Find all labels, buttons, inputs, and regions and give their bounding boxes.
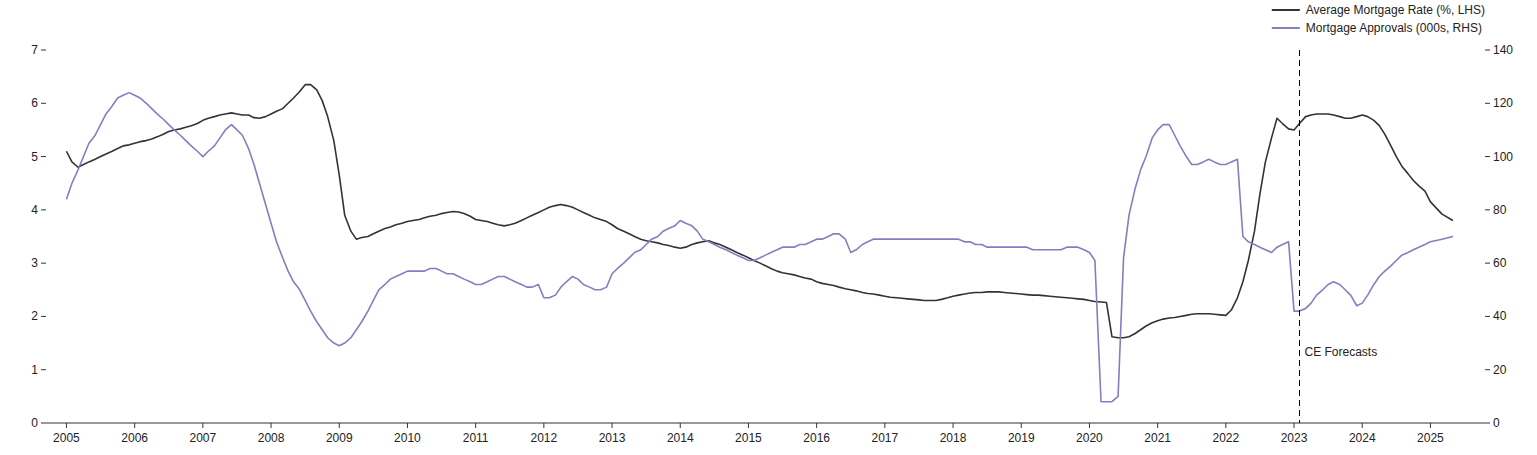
x-tick — [1362, 423, 1363, 428]
y2-tick-label: 140 — [1493, 43, 1513, 57]
y-tick — [41, 209, 46, 210]
y-tick — [41, 103, 46, 104]
x-tick — [953, 423, 954, 428]
y2-tick — [1485, 156, 1490, 157]
y2-tick-label: 80 — [1493, 203, 1507, 217]
x-tick-label: 2007 — [190, 431, 217, 445]
legend: Average Mortgage Rate (%, LHS) Mortgage A… — [1272, 3, 1485, 35]
x-tick — [339, 423, 340, 428]
x-tick-label: 2013 — [599, 431, 626, 445]
forecast-line — [1299, 50, 1300, 423]
x-tick — [202, 423, 203, 428]
x-tick-label: 2012 — [531, 431, 558, 445]
y2-tick-label: 120 — [1493, 96, 1513, 110]
y2-tick — [1485, 209, 1490, 210]
legend-swatch — [1272, 9, 1300, 11]
x-tick-label: 2009 — [326, 431, 353, 445]
x-tick — [543, 423, 544, 428]
x-tick-label: 2024 — [1349, 431, 1376, 445]
x-tick-label: 2017 — [871, 431, 898, 445]
y2-tick-label: 40 — [1493, 309, 1507, 323]
x-tick — [1430, 423, 1431, 428]
x-tick — [1021, 423, 1022, 428]
y-tick — [41, 423, 46, 424]
y-tick-label: 7 — [31, 43, 38, 57]
x-tick — [1157, 423, 1158, 428]
x-tick-label: 2005 — [53, 431, 80, 445]
y-tick-label: 0 — [31, 416, 38, 430]
y-tick — [41, 316, 46, 317]
x-tick-label: 2015 — [735, 431, 762, 445]
x-tick — [134, 423, 135, 428]
x-tick — [884, 423, 885, 428]
y2-tick — [1485, 103, 1490, 104]
y-tick-label: 4 — [31, 203, 38, 217]
y2-tick — [1485, 316, 1490, 317]
x-tick-label: 2019 — [1008, 431, 1035, 445]
x-tick-label: 2006 — [121, 431, 148, 445]
x-tick-label: 2018 — [940, 431, 967, 445]
y2-tick-label: 60 — [1493, 256, 1507, 270]
x-tick-label: 2025 — [1417, 431, 1444, 445]
y2-tick — [1485, 263, 1490, 264]
legend-label: Mortgage Approvals (000s, RHS) — [1306, 21, 1482, 35]
y-tick-label: 5 — [31, 150, 38, 164]
x-tick — [66, 423, 67, 428]
y-tick-label: 2 — [31, 309, 38, 323]
x-tick-label: 2011 — [463, 431, 489, 445]
x-tick-label: 2010 — [394, 431, 421, 445]
legend-label: Average Mortgage Rate (%, LHS) — [1306, 3, 1485, 17]
series-line — [66, 93, 1452, 402]
series-line — [66, 85, 1452, 338]
x-tick — [407, 423, 408, 428]
x-tick — [1089, 423, 1090, 428]
y-tick-label: 6 — [31, 96, 38, 110]
x-tick — [475, 423, 476, 428]
x-tick-label: 2008 — [258, 431, 285, 445]
y2-tick — [1485, 369, 1490, 370]
chart: 2005200620072008200920102011201220132014… — [0, 0, 1537, 455]
y-tick — [41, 369, 46, 370]
y-tick-label: 1 — [31, 363, 38, 377]
x-tick — [748, 423, 749, 428]
x-tick — [816, 423, 817, 428]
x-tick-label: 2021 — [1144, 431, 1171, 445]
y2-tick-label: 100 — [1493, 150, 1513, 164]
x-tick-label: 2023 — [1281, 431, 1308, 445]
x-tick — [271, 423, 272, 428]
y-tick — [41, 156, 46, 157]
plot-area — [66, 50, 1452, 423]
axes: 2005200620072008200920102011201220132014… — [31, 43, 1513, 445]
x-tick — [1225, 423, 1226, 428]
x-tick — [1294, 423, 1295, 428]
y2-tick — [1485, 50, 1490, 51]
x-tick-label: 2022 — [1212, 431, 1239, 445]
legend-swatch — [1272, 27, 1300, 29]
x-tick — [680, 423, 681, 428]
y-tick — [41, 263, 46, 264]
x-tick-label: 2020 — [1076, 431, 1103, 445]
y-tick — [41, 50, 46, 51]
x-axis-line — [46, 423, 1485, 424]
y2-tick-label: 20 — [1493, 363, 1507, 377]
x-tick — [612, 423, 613, 428]
y2-tick — [1485, 423, 1490, 424]
annotation-label: CE Forecasts — [1304, 345, 1377, 359]
x-tick-label: 2016 — [803, 431, 830, 445]
y2-tick-label: 0 — [1493, 416, 1500, 430]
y-tick-label: 3 — [31, 256, 38, 270]
x-tick-label: 2014 — [667, 431, 694, 445]
